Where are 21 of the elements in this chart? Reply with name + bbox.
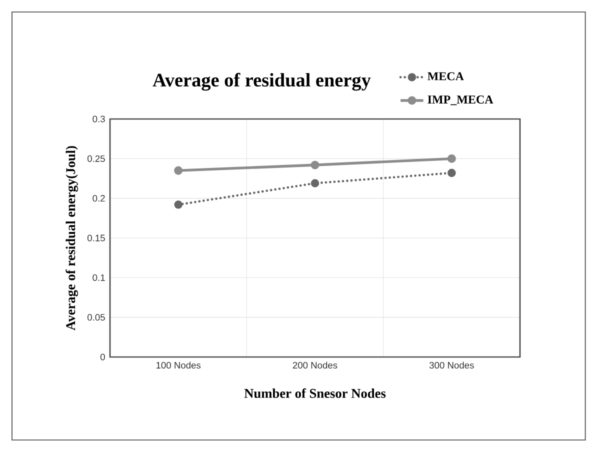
point (310, 179, 320, 188)
x-tick-label: 200 Nodes (292, 362, 338, 369)
x-tick-label: 100 Nodes (156, 362, 201, 369)
y-tick-label: 0.3 (92, 116, 105, 122)
y-tick-label: 0 (100, 354, 105, 360)
point (174, 200, 182, 209)
x-tick-label: 300 Nodes (429, 362, 474, 369)
y-tick-label: 0.1 (92, 274, 105, 281)
legend-label: IMP_MECA (428, 96, 494, 106)
x-axis-title: Number of Snesor Nodes (244, 388, 386, 398)
point (310, 160, 320, 170)
y-tick-label: 0.25 (87, 155, 105, 162)
chart-title: Average of residual energy (152, 72, 371, 91)
legend-label: MECA (428, 72, 464, 80)
y-tick-label: 0.15 (87, 234, 105, 242)
y-tick-label: 0.05 (87, 314, 105, 321)
y-tick-label: 0.2 (92, 195, 105, 202)
point (447, 154, 456, 163)
y-axis-title: Average of residual energy(Joul) (66, 146, 78, 330)
point (448, 168, 456, 178)
point (174, 166, 183, 175)
